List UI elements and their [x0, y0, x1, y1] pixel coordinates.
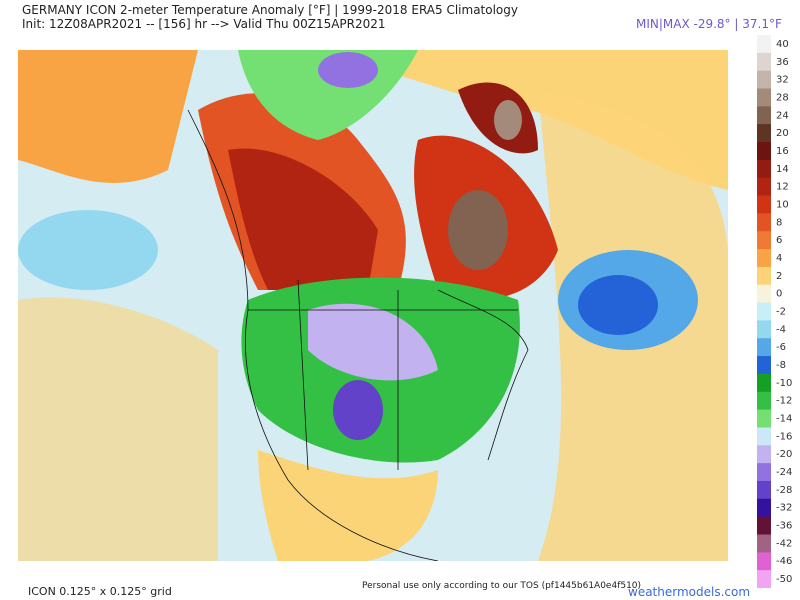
colorbar-label: -16	[776, 431, 792, 442]
colorbar-label: -2	[776, 307, 786, 318]
colorbar-label: -10	[776, 378, 792, 389]
colorbar-label: -32	[776, 503, 792, 514]
colorbar-label: 20	[776, 128, 789, 139]
colorbar-label: -12	[776, 396, 792, 407]
colorbar-cell	[757, 338, 771, 357]
colorbar-cell	[757, 142, 771, 161]
colorbar-cell	[757, 70, 771, 90]
colorbar-cell	[757, 52, 771, 72]
colorbar-label: 2	[776, 271, 782, 282]
colorbar-label: 12	[776, 182, 789, 193]
colorbar-label: 10	[776, 199, 789, 210]
colorbar-label: -28	[776, 485, 792, 496]
grid-info: ICON 0.125° x 0.125° grid	[28, 585, 172, 598]
colorbar-cell	[757, 159, 771, 179]
colorbar-cell	[757, 570, 771, 588]
title: GERMANY ICON 2-meter Temperature Anomaly…	[22, 3, 518, 17]
colorbar-cell	[757, 320, 771, 339]
colorbar-label: 16	[776, 146, 789, 157]
colorbar-label: -6	[776, 342, 786, 353]
colorbar-label: -46	[776, 556, 792, 567]
colorbar-cell	[757, 35, 771, 54]
colorbar-cell	[757, 106, 771, 125]
site: weathermodels.com	[628, 585, 751, 599]
colorbar-cell	[757, 516, 771, 535]
map	[18, 50, 728, 561]
colorbar-cell	[757, 427, 771, 446]
colorbar-label: 0	[776, 289, 782, 300]
colorbar-cell	[757, 231, 771, 250]
colorbar-label: 8	[776, 217, 782, 228]
colorbar-label: 4	[776, 253, 782, 264]
colorbar-label: 36	[776, 57, 789, 68]
colorbar-label: -24	[776, 467, 792, 478]
colorbar-cell	[757, 213, 771, 232]
colorbar-label: -36	[776, 521, 792, 532]
colorbar-cell	[757, 195, 771, 214]
colorbar-cell	[757, 373, 771, 393]
colorbar-label: 14	[776, 164, 789, 175]
colorbar-label: 24	[776, 110, 789, 121]
colorbar-label: -50	[776, 574, 792, 585]
tos: Personal use only according to our TOS (…	[362, 581, 642, 591]
colorbar-label: 6	[776, 235, 782, 246]
colorbar-label: 40	[776, 39, 789, 50]
colorbar-cell	[757, 552, 771, 571]
colorbar-label: -8	[776, 360, 786, 371]
colorbar-cell	[757, 266, 771, 286]
colorbar: 4036322824201614121086420-2-4-6-8-10-12-…	[757, 35, 792, 588]
colorbar-cell	[757, 534, 771, 553]
colorbar-cell	[757, 177, 771, 197]
colorbar-cell	[757, 498, 771, 518]
colorbar-label: 32	[776, 75, 789, 86]
colorbar-cell	[757, 302, 771, 321]
colorbar-label: 28	[776, 92, 789, 103]
colorbar-cell	[757, 480, 771, 500]
colorbar-label: -20	[776, 449, 792, 460]
colorbar-cell	[757, 88, 771, 107]
colorbar-cell	[757, 445, 771, 464]
min-max: MIN|MAX -29.8° | 37.1°F	[636, 17, 782, 31]
colorbar-cell	[757, 409, 771, 428]
colorbar-label: -14	[776, 414, 792, 425]
colorbar-cell	[757, 463, 771, 482]
init-time: Init: 12Z08APR2021 -- [156] hr --> Valid…	[22, 17, 386, 31]
colorbar-label: -42	[776, 538, 792, 549]
colorbar-cell	[757, 124, 771, 143]
colorbar-cell	[757, 249, 771, 268]
colorbar-cell	[757, 391, 771, 411]
colorbar-cell	[757, 356, 771, 375]
colorbar-label: -4	[776, 324, 786, 335]
colorbar-cell	[757, 284, 771, 304]
